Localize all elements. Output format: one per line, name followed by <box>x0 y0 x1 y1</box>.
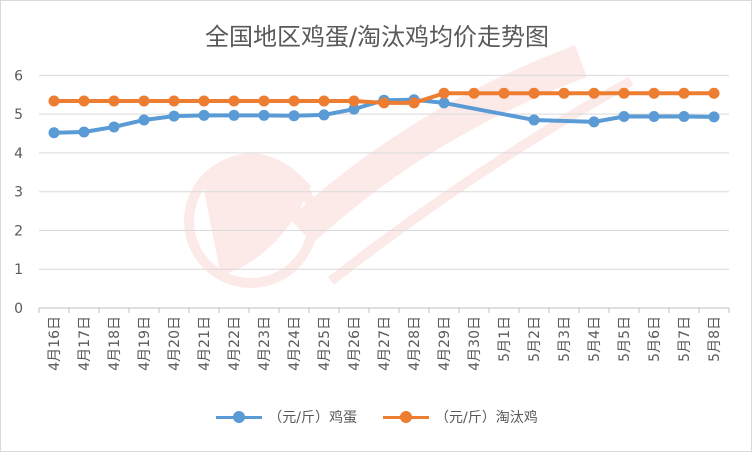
x-tick-label: 4月17日 <box>77 316 93 371</box>
y-tick-label: 3 <box>14 185 23 201</box>
x-tick-label: 4月21日 <box>197 316 213 371</box>
x-tick-label: 5月2日 <box>527 316 543 362</box>
x-tick-label: 4月23日 <box>257 316 273 371</box>
data-point-egg <box>138 114 150 126</box>
gridlines <box>39 74 729 309</box>
data-point-cull-hen <box>708 87 720 99</box>
data-point-cull-hen <box>468 87 480 99</box>
data-point-egg <box>48 127 60 139</box>
x-tick-label: 4月29日 <box>437 316 453 371</box>
y-tick-label: 6 <box>14 68 23 84</box>
data-point-cull-hen <box>378 97 390 109</box>
x-tick-label: 4月19日 <box>137 316 153 371</box>
legend-swatch-egg <box>216 411 263 423</box>
data-point-egg <box>678 110 690 122</box>
x-tick-label: 5月3日 <box>557 316 573 362</box>
data-point-cull-hen <box>678 87 690 99</box>
legend-label-egg: （元/斤）鸡蛋 <box>268 410 357 426</box>
x-tick-label: 4月18日 <box>107 316 123 371</box>
x-tick-label: 4月27日 <box>377 316 393 371</box>
data-point-cull-hen <box>288 95 300 107</box>
data-point-egg <box>618 110 630 122</box>
y-tick-label: 0 <box>14 301 23 317</box>
legend-item-egg: （元/斤）鸡蛋 <box>216 407 357 427</box>
data-point-egg <box>318 109 330 121</box>
data-point-cull-hen <box>648 87 660 99</box>
data-point-egg <box>288 110 300 122</box>
data-point-egg <box>168 110 180 122</box>
x-tick-label: 5月7日 <box>677 316 693 362</box>
data-point-cull-hen <box>318 95 330 107</box>
x-tick-label: 4月25日 <box>317 316 333 371</box>
data-point-cull-hen <box>348 95 360 107</box>
y-tick-label: 5 <box>14 107 23 123</box>
x-axis: 4月16日 4月17日 4月18日 4月19日 4月20日 4月21日 4月22日 4月23日… <box>38 308 730 371</box>
data-point-cull-hen <box>528 87 540 99</box>
data-point-cull-hen <box>408 97 420 109</box>
data-point-egg <box>348 103 360 115</box>
x-tick-label: 5月4日 <box>587 316 603 362</box>
x-tick-label: 5月1日 <box>497 316 513 362</box>
data-point-cull-hen <box>558 87 570 99</box>
data-point-egg <box>648 110 660 122</box>
data-point-egg <box>438 97 450 109</box>
data-point-egg <box>588 116 600 128</box>
legend: （元/斤）鸡蛋 （元/斤）淘汰鸡 <box>1 407 751 427</box>
chart-title: 全国地区鸡蛋/淘汰鸡均价走势图 <box>204 23 550 51</box>
legend-item-cull-hen: （元/斤）淘汰鸡 <box>383 407 538 427</box>
x-tick-label: 4月26日 <box>347 316 363 371</box>
y-tick-label: 2 <box>14 223 23 239</box>
data-point-cull-hen <box>618 87 630 99</box>
legend-swatch-cull-hen <box>383 411 429 423</box>
data-point-cull-hen <box>588 87 600 99</box>
legend-label-cull-hen: （元/斤）淘汰鸡 <box>435 410 538 426</box>
data-point-egg <box>528 114 540 126</box>
x-tick-label: 5月8日 <box>707 316 723 362</box>
data-point-cull-hen <box>138 95 150 107</box>
data-point-cull-hen <box>228 95 240 107</box>
data-point-egg <box>258 109 270 121</box>
y-axis: 0 1 2 3 4 5 6 <box>14 68 23 317</box>
data-point-cull-hen <box>48 95 60 107</box>
data-point-egg <box>708 111 720 123</box>
data-point-cull-hen <box>198 95 210 107</box>
data-point-cull-hen <box>438 87 450 99</box>
series-group <box>48 87 720 139</box>
x-tick-label: 4月22日 <box>227 316 243 371</box>
x-tick-label: 4月28日 <box>407 316 423 371</box>
x-tick-label: 5月5日 <box>617 316 633 362</box>
data-point-cull-hen <box>258 95 270 107</box>
y-tick-label: 1 <box>14 262 23 278</box>
data-point-egg <box>78 126 90 138</box>
y-tick-label: 4 <box>14 146 23 162</box>
x-tick-label: 4月30日 <box>467 316 483 371</box>
x-tick-label: 5月6日 <box>647 316 663 362</box>
x-tick-label: 4月24日 <box>287 316 303 371</box>
data-point-cull-hen <box>168 95 180 107</box>
x-tick-label: 4月20日 <box>167 316 183 371</box>
data-point-egg <box>108 121 120 133</box>
data-point-cull-hen <box>78 95 90 107</box>
data-point-cull-hen <box>108 95 120 107</box>
data-point-egg <box>198 109 210 121</box>
x-tick-label: 4月16日 <box>47 316 63 371</box>
data-point-egg <box>228 109 240 121</box>
data-point-cull-hen <box>498 87 510 99</box>
